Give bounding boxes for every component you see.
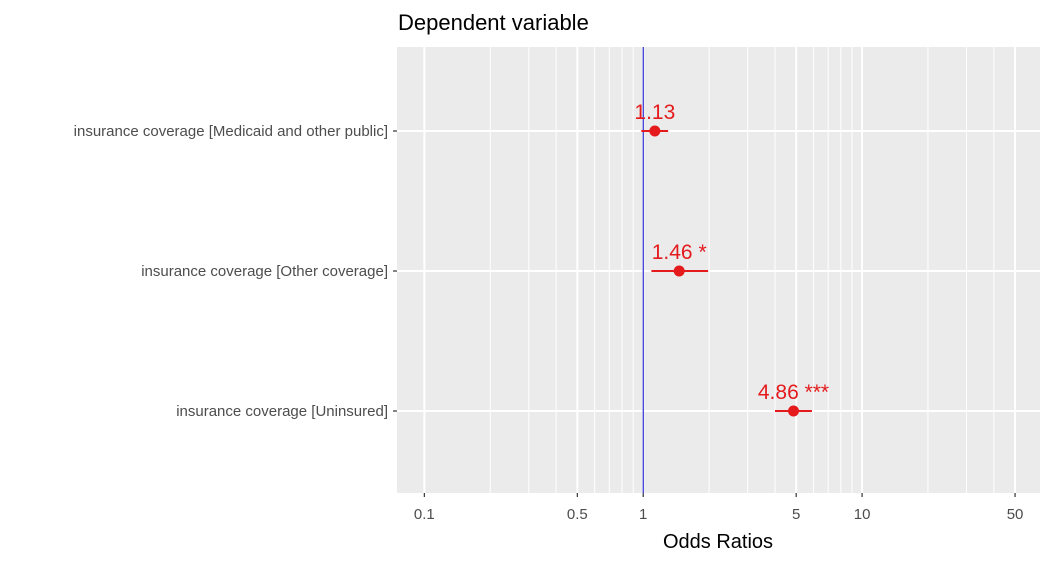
y-axis: insurance coverage [Medicaid and other p… <box>74 123 397 420</box>
x-tick-label: 50 <box>1007 506 1024 523</box>
x-axis: 0.1 0.5 1 5 10 50 <box>414 493 1023 523</box>
x-tick-label: 1 <box>639 506 647 523</box>
estimate-point <box>649 125 661 137</box>
x-tick-label: 0.5 <box>567 506 588 523</box>
x-axis-label: Odds Ratios <box>663 531 773 553</box>
x-tick-label: 0.1 <box>414 506 435 523</box>
x-tick-label: 5 <box>792 506 800 523</box>
estimate-label: 4.86 *** <box>758 381 829 404</box>
data-marks: 1.13 1.46 * 4.86 *** <box>634 101 829 417</box>
y-tick-label: insurance coverage [Medicaid and other p… <box>74 123 388 140</box>
estimate-label: 1.46 * <box>652 241 707 264</box>
y-tick-label: insurance coverage [Other coverage] <box>141 263 388 280</box>
x-tick-label: 10 <box>854 506 871 523</box>
estimate-point <box>673 265 685 277</box>
estimate-label: 1.13 <box>634 101 675 124</box>
chart-title: Dependent variable <box>398 10 589 35</box>
estimate-point <box>787 405 799 417</box>
y-tick-label: insurance coverage [Uninsured] <box>176 403 388 420</box>
